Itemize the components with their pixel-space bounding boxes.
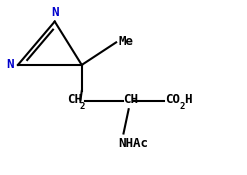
Text: NHAc: NHAc — [119, 136, 149, 150]
Text: CH: CH — [124, 93, 139, 106]
Text: 2: 2 — [80, 102, 85, 111]
Text: CH: CH — [67, 93, 82, 106]
Text: N: N — [51, 6, 59, 19]
Text: Me: Me — [119, 35, 134, 48]
Text: H: H — [184, 93, 191, 106]
Text: CO: CO — [165, 93, 180, 106]
Text: N: N — [7, 58, 14, 71]
Text: 2: 2 — [179, 102, 185, 111]
